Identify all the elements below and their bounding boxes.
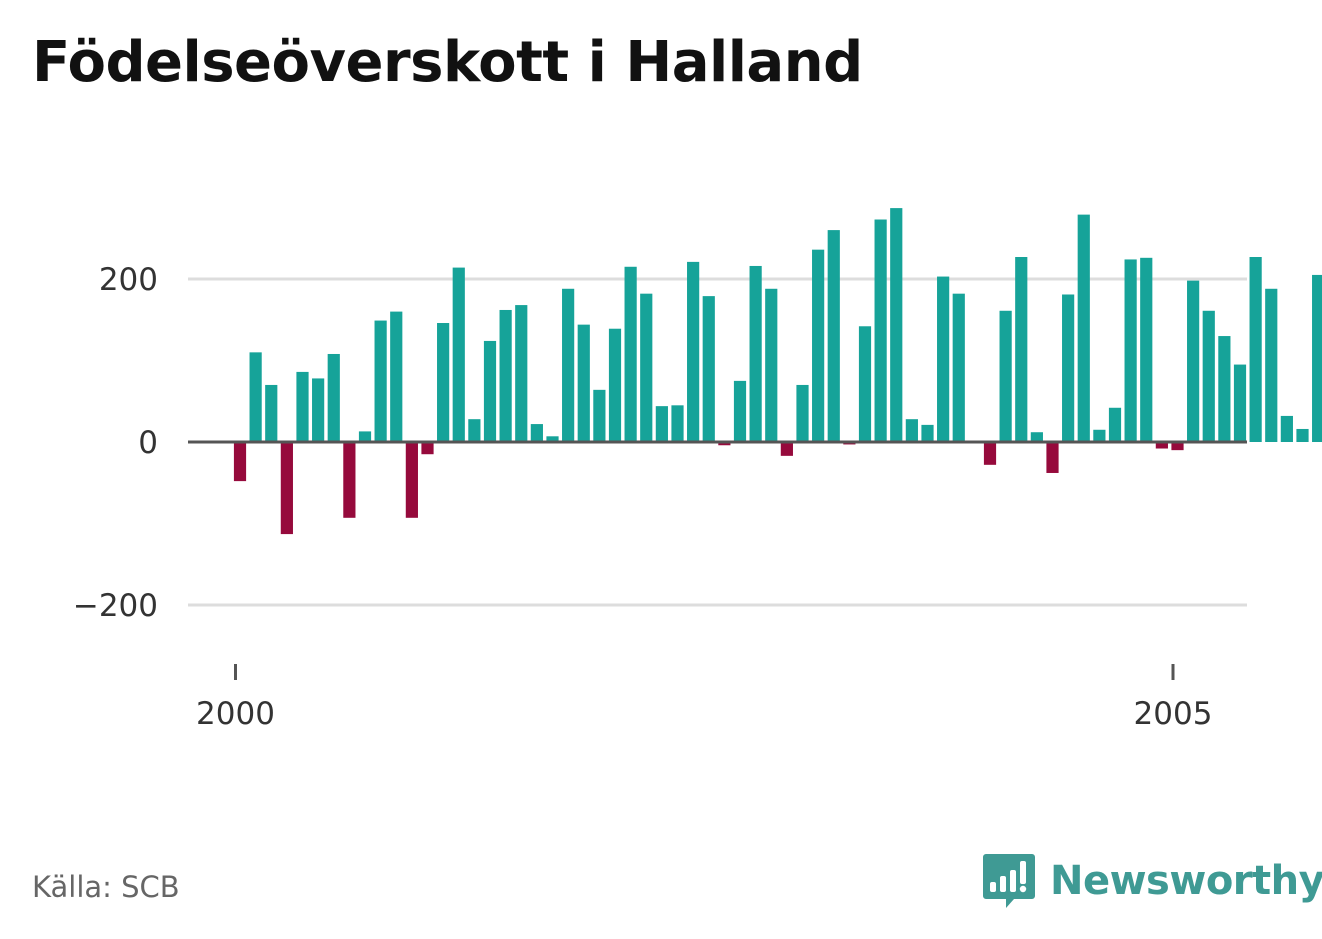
bar xyxy=(1124,259,1137,442)
bar xyxy=(593,389,606,442)
x-axis-ticks: 200020052010201520202025 xyxy=(196,664,1213,732)
bar xyxy=(343,442,356,518)
bar xyxy=(468,419,481,442)
bar xyxy=(952,293,965,442)
bar xyxy=(1077,214,1090,442)
bar xyxy=(812,249,825,442)
bar xyxy=(296,371,309,442)
brand-name: Newsworthy xyxy=(1050,858,1322,904)
bar xyxy=(249,352,262,442)
bar xyxy=(374,320,387,442)
bar xyxy=(999,310,1012,442)
bar xyxy=(1030,432,1043,442)
grid-lines xyxy=(188,277,1247,607)
newsworthy-logo[interactable]: Newsworthy xyxy=(982,852,1322,910)
bars xyxy=(233,208,1322,535)
bar xyxy=(983,442,997,465)
bar xyxy=(1202,310,1215,442)
bar xyxy=(874,219,887,442)
bar xyxy=(624,266,637,442)
bar xyxy=(921,424,934,442)
bar xyxy=(1140,257,1153,442)
bar xyxy=(312,378,325,442)
x-tick-label: 2000 xyxy=(196,696,275,732)
bar xyxy=(499,309,512,442)
bar xyxy=(937,276,950,442)
bar xyxy=(1108,407,1122,442)
bar xyxy=(1296,428,1309,442)
bar xyxy=(1155,442,1168,449)
bar xyxy=(905,419,918,442)
bar xyxy=(562,288,575,442)
bar xyxy=(655,406,668,442)
bar xyxy=(577,324,590,442)
bar xyxy=(1280,415,1293,442)
bar xyxy=(421,442,434,455)
bar xyxy=(483,340,497,442)
bar xyxy=(452,267,465,442)
bar xyxy=(1265,288,1278,442)
bar xyxy=(1218,336,1231,442)
bar xyxy=(827,230,840,442)
bar xyxy=(796,384,809,442)
bar xyxy=(390,311,403,442)
bar xyxy=(1062,294,1075,442)
y-axis-ticks: 200 0 −200 xyxy=(73,262,158,624)
bar xyxy=(858,326,872,442)
bar xyxy=(327,353,340,442)
bar xyxy=(718,442,731,446)
x-tick-label: 2005 xyxy=(1134,696,1213,732)
bar xyxy=(702,296,715,442)
bar xyxy=(546,436,559,443)
newsworthy-logo-icon xyxy=(983,854,1035,908)
bar xyxy=(1046,442,1059,473)
bar xyxy=(765,288,778,442)
bar xyxy=(671,405,684,442)
bar xyxy=(687,261,700,442)
bar xyxy=(1171,442,1184,451)
bar xyxy=(280,442,293,535)
bar xyxy=(437,323,450,442)
bar xyxy=(233,442,247,482)
bar xyxy=(1233,364,1247,442)
bar xyxy=(733,380,747,442)
bar xyxy=(1249,257,1262,442)
bar xyxy=(530,424,543,442)
bar xyxy=(265,384,278,442)
y-tick-label: −200 xyxy=(73,588,158,624)
y-tick-label: 200 xyxy=(99,262,158,298)
bar xyxy=(890,208,903,442)
bar xyxy=(1015,257,1028,442)
bar xyxy=(515,305,528,442)
bar xyxy=(640,293,653,442)
bar xyxy=(1312,274,1322,442)
bar xyxy=(405,442,418,518)
bar xyxy=(780,442,793,456)
bar xyxy=(749,265,762,442)
chart-title: Födelseöverskott i Halland xyxy=(32,30,863,95)
bar xyxy=(608,328,622,442)
source-label: Källa: SCB xyxy=(32,870,180,904)
bar xyxy=(1093,429,1106,442)
bar xyxy=(1187,280,1200,442)
y-tick-label: 0 xyxy=(138,425,158,461)
bar xyxy=(358,431,372,442)
